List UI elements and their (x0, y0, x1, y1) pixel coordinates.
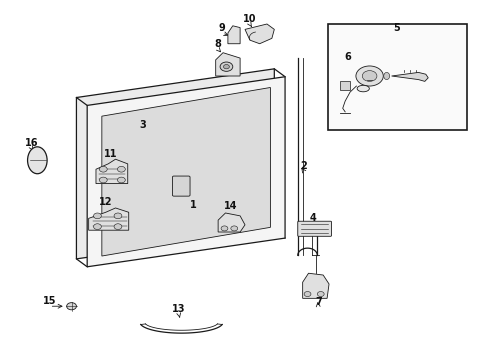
Circle shape (118, 177, 125, 183)
Polygon shape (392, 72, 428, 81)
Ellipse shape (27, 147, 47, 174)
Polygon shape (303, 273, 329, 298)
FancyBboxPatch shape (298, 221, 331, 236)
Polygon shape (218, 213, 245, 232)
Text: 3: 3 (139, 120, 146, 130)
Text: 1: 1 (190, 201, 197, 211)
Polygon shape (340, 81, 350, 90)
Text: 16: 16 (24, 138, 38, 148)
Polygon shape (96, 159, 128, 184)
Circle shape (99, 177, 107, 183)
Circle shape (94, 224, 101, 229)
Ellipse shape (357, 85, 369, 92)
Circle shape (118, 166, 125, 172)
Text: 6: 6 (344, 51, 351, 62)
Circle shape (318, 292, 324, 297)
Polygon shape (102, 87, 270, 256)
Circle shape (114, 224, 122, 229)
Bar (328, 24, 467, 130)
Circle shape (99, 166, 107, 172)
Text: 8: 8 (215, 39, 221, 49)
Text: 12: 12 (99, 197, 113, 207)
Circle shape (304, 292, 311, 297)
Circle shape (94, 213, 101, 219)
Text: 4: 4 (310, 213, 317, 223)
Text: 13: 13 (172, 305, 186, 315)
Text: 7: 7 (315, 297, 321, 307)
FancyBboxPatch shape (172, 176, 190, 196)
Circle shape (221, 226, 228, 231)
Polygon shape (87, 77, 285, 267)
Text: 2: 2 (300, 161, 307, 171)
Polygon shape (216, 53, 240, 76)
Text: 5: 5 (393, 23, 400, 33)
Text: 9: 9 (219, 23, 225, 33)
Circle shape (220, 62, 233, 71)
Polygon shape (76, 69, 274, 259)
Text: 11: 11 (104, 149, 118, 159)
Circle shape (67, 303, 76, 310)
Circle shape (356, 66, 383, 86)
Ellipse shape (384, 72, 390, 80)
Polygon shape (228, 26, 240, 44)
Text: 10: 10 (243, 14, 257, 24)
Circle shape (223, 64, 229, 69)
Polygon shape (245, 24, 274, 44)
Circle shape (114, 213, 122, 219)
Polygon shape (89, 208, 129, 230)
Text: 14: 14 (223, 201, 237, 211)
Text: 15: 15 (43, 296, 56, 306)
Circle shape (231, 226, 238, 231)
Circle shape (362, 71, 377, 81)
